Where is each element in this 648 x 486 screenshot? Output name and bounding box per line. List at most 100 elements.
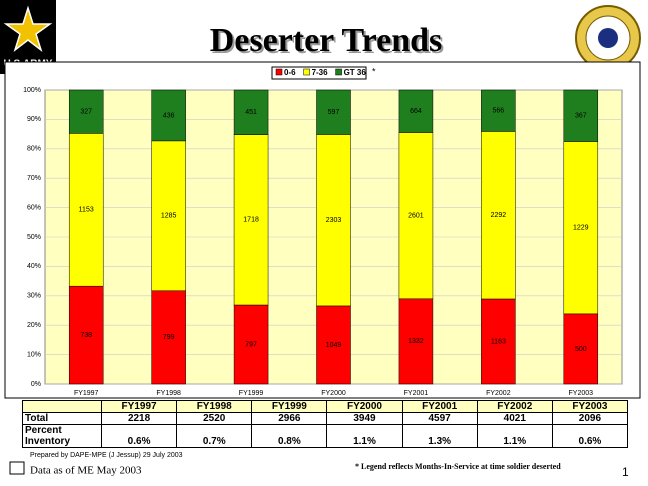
bar-segment bbox=[398, 298, 434, 385]
bar-segment bbox=[481, 131, 516, 300]
legend-label: GT 36 bbox=[344, 68, 367, 77]
data-label: 2303 bbox=[326, 217, 342, 224]
data-label: 566 bbox=[493, 108, 505, 115]
title-shadow: Deserter Trends bbox=[212, 24, 445, 61]
y-tick-label: 30% bbox=[27, 293, 41, 300]
legend-swatch bbox=[275, 68, 283, 76]
data-label: 1049 bbox=[326, 342, 342, 349]
chart-title: Deserter Trends bbox=[210, 22, 443, 59]
legend-note: * bbox=[372, 66, 376, 76]
bar-segment bbox=[151, 140, 186, 292]
legend-box bbox=[271, 66, 367, 80]
data-label: 1332 bbox=[408, 338, 424, 345]
table-cell: 0.8% bbox=[251, 424, 328, 448]
y-tick-label: 0% bbox=[31, 381, 41, 388]
x-tick-label: FY1998 bbox=[156, 390, 181, 397]
page-number: 1 bbox=[622, 465, 629, 479]
data-label: 1163 bbox=[491, 338, 506, 345]
table-cell: 1.3% bbox=[401, 424, 478, 448]
prepared-by: Prepared by DAPE-MPE (J Jessup) 29 July … bbox=[30, 452, 183, 459]
bar-segment bbox=[316, 305, 351, 385]
bar-segment bbox=[233, 89, 269, 135]
row-label: Percent Inventory bbox=[22, 424, 102, 448]
y-tick-label: 20% bbox=[27, 322, 41, 329]
y-tick-label: 70% bbox=[27, 175, 41, 182]
army-star bbox=[3, 5, 53, 53]
column-header: FY2003 bbox=[551, 400, 629, 413]
table-row: Percent Inventory 0.6% 0.7% 0.8% 1.1% 1.3% 1.1… bbox=[22, 424, 629, 448]
table-cell: 0.7% bbox=[176, 424, 253, 448]
y-tick-label: 100% bbox=[23, 87, 41, 94]
table-cell: 0.6% bbox=[100, 424, 178, 448]
bar-segment bbox=[68, 285, 104, 385]
data-label: 738 bbox=[80, 332, 92, 339]
seal-emblem bbox=[598, 28, 618, 48]
bar-segment bbox=[151, 290, 186, 385]
y-tick-label: 90% bbox=[27, 116, 41, 123]
column-header: FY2000 bbox=[326, 400, 403, 413]
y-tick-label: 10% bbox=[27, 351, 41, 358]
x-tick-label: FY1997 bbox=[74, 390, 99, 397]
table-cell: 1.1% bbox=[326, 424, 403, 448]
bar-segment bbox=[398, 132, 434, 300]
y-tick-label: 50% bbox=[27, 234, 41, 241]
x-tick-label: FY2003 bbox=[569, 390, 594, 397]
data-label: 1718 bbox=[243, 217, 259, 224]
bar-segment bbox=[563, 89, 599, 142]
corner-cell bbox=[22, 400, 102, 413]
legend-swatch bbox=[335, 68, 342, 76]
summary-table: FY1997 FY1998 FY1999 FY2000 FY2001 FY2002 FY20… bbox=[22, 400, 629, 448]
data-label: 597 bbox=[328, 109, 340, 116]
bar-segment bbox=[316, 134, 351, 307]
table-cell: 2966 bbox=[251, 412, 328, 425]
data-label: 500 bbox=[575, 346, 587, 353]
x-tick-label: FY2002 bbox=[486, 390, 511, 397]
legend-label: 0-6 bbox=[284, 68, 296, 77]
bar-segment bbox=[68, 89, 104, 134]
y-tick-label: 40% bbox=[27, 263, 41, 270]
table-cell: 2096 bbox=[551, 412, 629, 425]
header-row: FY1997 FY1998 FY1999 FY2000 FY2001 FY2002 FY20… bbox=[22, 400, 629, 413]
column-header: FY1997 bbox=[100, 400, 178, 413]
data-label: 799 bbox=[163, 334, 175, 341]
data-as-of: Data as of ME May 2003 bbox=[30, 465, 142, 477]
bar-segment bbox=[68, 133, 104, 287]
data-label: 797 bbox=[245, 341, 257, 348]
x-tick-label: FY2001 bbox=[404, 390, 429, 397]
table-cell: 4597 bbox=[401, 412, 478, 425]
table-row: Total 2218 2520 2966 3949 4597 4021 2096 bbox=[22, 412, 629, 425]
column-header: FY2002 bbox=[476, 400, 553, 413]
table-cell: 1.1% bbox=[476, 424, 553, 448]
legend-swatch bbox=[303, 68, 310, 76]
table-cell: 2218 bbox=[100, 412, 178, 425]
bar-segment bbox=[398, 89, 434, 133]
data-label: 2292 bbox=[491, 212, 507, 219]
bar-segment bbox=[316, 89, 351, 135]
table-cell: 4021 bbox=[476, 412, 553, 425]
y-tick-label: 80% bbox=[27, 146, 41, 153]
y-tick-label: 60% bbox=[27, 204, 41, 211]
data-label: 1285 bbox=[161, 213, 177, 220]
data-label: 1229 bbox=[573, 225, 589, 232]
legend-label: 7-36 bbox=[312, 68, 329, 77]
x-tick-label: FY1999 bbox=[239, 390, 264, 397]
table-cell: 3949 bbox=[326, 412, 403, 425]
bar-segment bbox=[563, 313, 599, 385]
data-label: 664 bbox=[410, 108, 422, 115]
column-header: FY1999 bbox=[251, 400, 328, 413]
bar-segment bbox=[563, 141, 599, 315]
data-label: 367 bbox=[575, 113, 587, 120]
table-cell: 0.6% bbox=[551, 424, 629, 448]
row-label: Total bbox=[22, 412, 102, 425]
footnote: * Legend reflects Months-In-Service at t… bbox=[355, 462, 561, 471]
data-label: 436 bbox=[163, 112, 175, 119]
icon bbox=[9, 461, 25, 475]
x-tick-label: FY2000 bbox=[321, 390, 346, 397]
data-label: 1153 bbox=[79, 207, 94, 214]
data-label: 327 bbox=[80, 109, 92, 116]
bar-segment bbox=[233, 134, 269, 306]
bar-segment bbox=[233, 304, 269, 385]
bar-segment bbox=[151, 89, 186, 142]
